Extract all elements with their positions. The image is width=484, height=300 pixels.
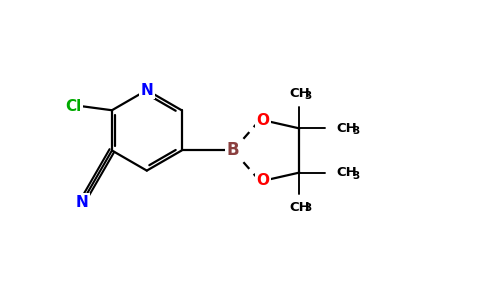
Text: CH: CH (336, 122, 357, 135)
Text: 3: 3 (304, 203, 312, 213)
Text: 3: 3 (304, 91, 312, 101)
Text: CH: CH (289, 87, 310, 100)
Text: O: O (256, 112, 269, 128)
Text: 3: 3 (352, 126, 359, 136)
Text: O: O (256, 173, 269, 188)
Text: B: B (227, 142, 240, 160)
Text: N: N (76, 195, 89, 210)
Text: 3: 3 (352, 170, 359, 181)
Text: CH: CH (336, 166, 357, 179)
Text: N: N (140, 82, 153, 98)
Text: Cl: Cl (65, 99, 82, 114)
Text: CH: CH (289, 201, 310, 214)
